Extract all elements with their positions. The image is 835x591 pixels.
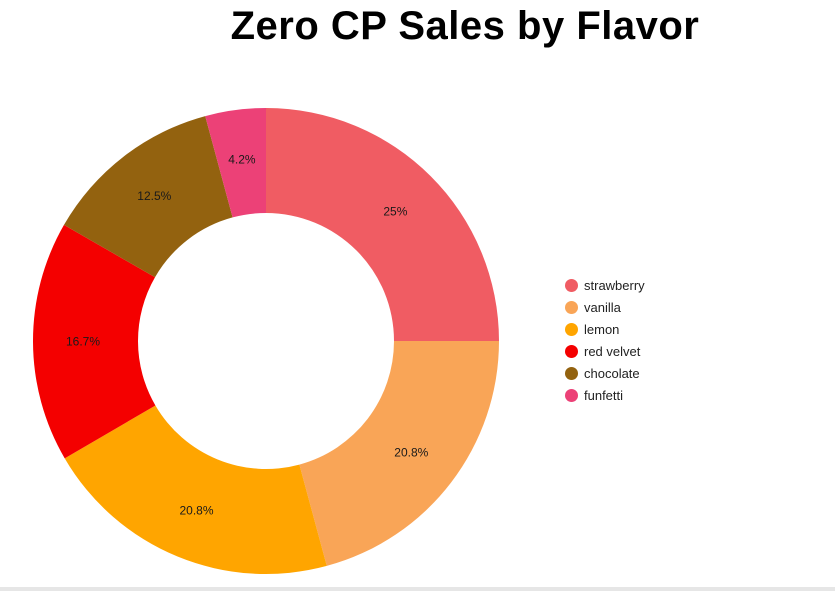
- legend-swatch: [565, 344, 578, 358]
- legend-item-funfetti[interactable]: funfetti: [565, 386, 645, 404]
- legend-swatch: [565, 322, 578, 336]
- legend-label: strawberry: [584, 277, 645, 293]
- slice-label-strawberry: 25%: [383, 205, 407, 219]
- legend-swatch: [565, 366, 578, 380]
- legend-item-chocolate[interactable]: chocolate: [565, 364, 645, 382]
- slice-label-lemon: 20.8%: [179, 503, 213, 517]
- legend-label: lemon: [584, 321, 620, 337]
- slice-label-red-velvet: 16.7%: [66, 335, 100, 349]
- slice-red-velvet[interactable]: [32, 224, 156, 459]
- legend-item-strawberry[interactable]: strawberry: [565, 276, 645, 294]
- slice-lemon[interactable]: [64, 405, 327, 574]
- chart-title: Zero CP Sales by Flavor: [230, 4, 700, 48]
- legend: strawberry vanilla lemon red velvet chocolat…: [565, 276, 645, 404]
- slice-strawberry[interactable]: [266, 108, 499, 341]
- legend-item-vanilla[interactable]: vanilla: [565, 298, 645, 316]
- slice-chocolate[interactable]: [63, 116, 233, 278]
- legend-swatch: [565, 388, 578, 402]
- legend-item-lemon[interactable]: lemon: [565, 320, 645, 338]
- slice-label-chocolate: 12.5%: [137, 189, 171, 203]
- slice-label-funfetti: 4.2%: [228, 153, 256, 167]
- bottom-divider: [0, 587, 835, 591]
- slice-vanilla[interactable]: [299, 341, 499, 566]
- legend-swatch: [565, 278, 578, 292]
- legend-label: chocolate: [584, 365, 640, 381]
- legend-swatch: [565, 300, 578, 314]
- legend-label: funfetti: [584, 387, 624, 403]
- legend-item-red-velvet[interactable]: red velvet: [565, 342, 645, 360]
- slice-label-vanilla: 20.8%: [394, 445, 428, 459]
- legend-label: red velvet: [584, 343, 641, 359]
- legend-label: vanilla: [584, 299, 621, 315]
- slice-funfetti[interactable]: [205, 108, 266, 218]
